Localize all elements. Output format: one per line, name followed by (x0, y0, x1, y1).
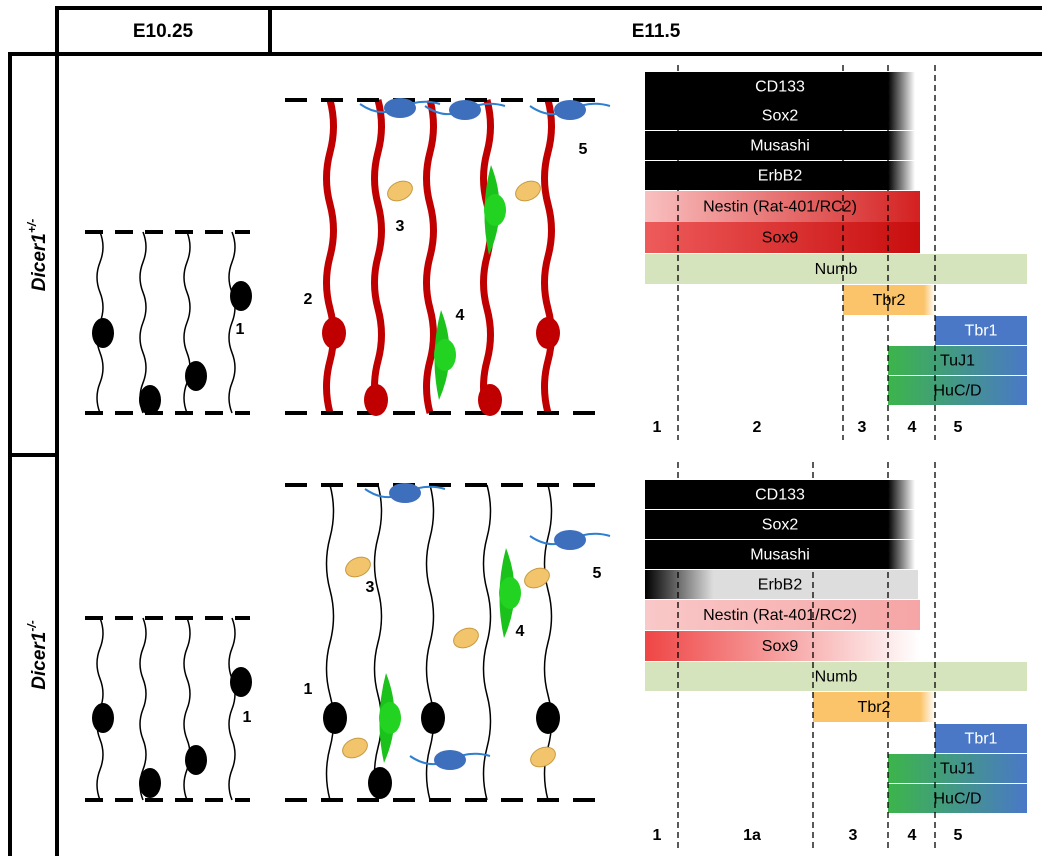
nucleus (139, 768, 161, 798)
zone-label: 2 (753, 419, 762, 436)
marker-label: Musashi (750, 138, 810, 155)
genotype: +/- (25, 219, 39, 233)
zone-label: 4 (908, 827, 917, 844)
neuron-body (379, 702, 401, 734)
cell (339, 734, 370, 761)
meningeal-cell (389, 483, 421, 503)
meningeal-cell (449, 100, 481, 120)
cell-label: 1 (304, 681, 313, 698)
cell (512, 177, 543, 204)
marker-label: Nestin (Rat-401/RC2) (703, 199, 857, 216)
meningeal-cell (554, 530, 586, 550)
marker-label: Sox2 (762, 108, 799, 125)
cell-process (184, 618, 190, 800)
row-label: Dicer1-/- (25, 620, 50, 689)
nucleus (536, 317, 560, 349)
zone-label: 3 (849, 827, 858, 844)
nucleus (322, 317, 346, 349)
cell-label: 5 (593, 565, 602, 582)
marker-label: Numb (815, 261, 858, 278)
nucleus (478, 384, 502, 416)
cell-label: 3 (396, 218, 405, 235)
meningeal-cell (434, 750, 466, 770)
nucleus (536, 702, 560, 734)
cell-label: 2 (304, 291, 313, 308)
nucleus (185, 361, 207, 391)
row-label: Dicer1+/- (25, 219, 50, 291)
neuron-body (499, 577, 521, 609)
cell (342, 553, 373, 580)
marker-label: Sox2 (762, 517, 799, 534)
zone-label: 1 (653, 419, 662, 436)
marker-label: ErbB2 (758, 168, 803, 185)
gene: Dicer1 (29, 632, 50, 690)
marker-label: Nestin (Rat-401/RC2) (703, 607, 857, 624)
meningeal-cell (384, 98, 416, 118)
nucleus (364, 384, 388, 416)
nucleus (139, 385, 161, 415)
panels: Dicer1+/-12345CD133Sox2MusashiErbB2Nesti… (25, 65, 1027, 850)
column-header: E11.5 (632, 21, 681, 42)
column-header: E10.25 (133, 21, 194, 42)
cell-process (229, 232, 235, 413)
radial-glia (545, 100, 552, 413)
marker-label: Sox9 (762, 638, 799, 655)
marker-label: TuJ1 (940, 353, 975, 370)
figure: E10.25 E11.5 Dicer1+/-12345CD133Sox2Musa… (0, 0, 1042, 856)
zone-label: 5 (954, 419, 963, 436)
neuron-body (434, 339, 456, 371)
marker-label: Sox9 (762, 230, 799, 247)
zone-label: 4 (908, 419, 917, 436)
cell-label: 4 (456, 307, 465, 324)
radial-glia (427, 485, 434, 800)
neuron-body (484, 194, 506, 226)
radial-glia (327, 485, 334, 800)
radial-glia (484, 100, 491, 413)
nucleus (368, 767, 392, 799)
radial-glia (375, 100, 382, 413)
radial-glia (427, 100, 434, 413)
cell-label: 5 (579, 141, 588, 158)
cell (527, 743, 558, 770)
marker-label: TuJ1 (940, 761, 975, 778)
cell-label: 4 (516, 623, 525, 640)
zone-label: 1a (743, 827, 761, 844)
marker-label: Tbr1 (965, 731, 998, 748)
marker-label: CD133 (755, 487, 805, 504)
nucleus (230, 667, 252, 697)
gene: Dicer1 (29, 233, 50, 291)
zone-label: 5 (954, 827, 963, 844)
cell-label: 1 (236, 321, 245, 338)
nucleus (92, 318, 114, 348)
marker-label: Tbr2 (873, 292, 906, 309)
radial-glia (484, 485, 491, 800)
cell (384, 177, 415, 204)
marker-label: HuC/D (933, 383, 981, 400)
marker-label: Tbr2 (858, 699, 891, 716)
radial-glia (375, 485, 382, 800)
marker-label: HuC/D (933, 791, 981, 808)
nucleus (421, 702, 445, 734)
zone-label: 1 (653, 827, 662, 844)
zone-label: 3 (858, 419, 867, 436)
marker-label: Tbr1 (965, 323, 998, 340)
cell-label: 3 (366, 579, 375, 596)
nucleus (323, 702, 347, 734)
cell-process (229, 618, 235, 800)
cell (450, 624, 481, 651)
nucleus (92, 703, 114, 733)
meningeal-cell (554, 100, 586, 120)
marker-label: Musashi (750, 547, 810, 564)
nucleus (230, 281, 252, 311)
marker-label: CD133 (755, 79, 805, 96)
nucleus (185, 745, 207, 775)
genotype: -/- (25, 620, 39, 631)
marker-label: Numb (815, 669, 858, 686)
radial-glia (327, 100, 334, 413)
cell-label: 1 (243, 709, 252, 726)
cell-process (140, 232, 146, 413)
marker-label: ErbB2 (758, 577, 803, 594)
